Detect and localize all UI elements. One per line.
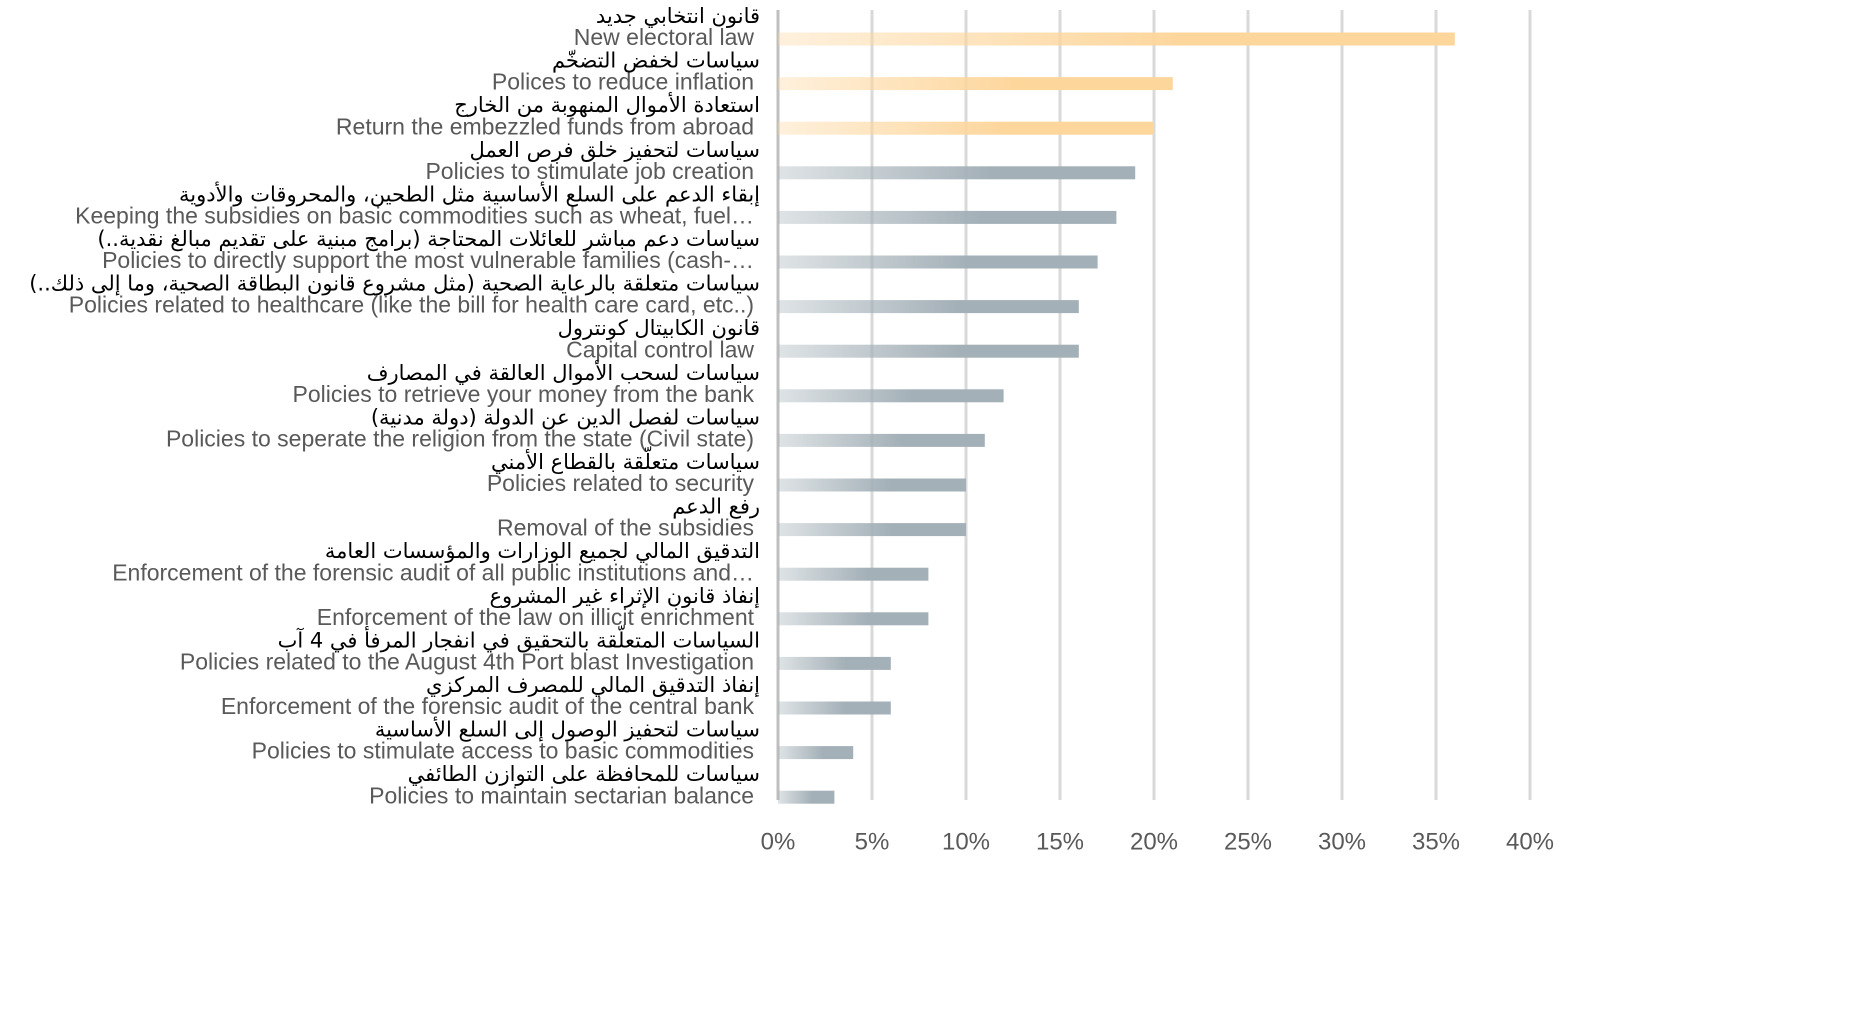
x-tick-label: 35% bbox=[1412, 828, 1460, 855]
category-label: Policies to stimulate access to basic co… bbox=[252, 738, 754, 764]
arabic-label: استعادة الأموال المنهوبة من الخارج bbox=[454, 92, 760, 118]
arabic-label: التدقيق المالي لجميع الوزارات والمؤسسات … bbox=[325, 539, 760, 563]
arabic-label: سياسات لسحب الأموال العالقة في المصارف bbox=[367, 360, 760, 385]
x-tick-label: 10% bbox=[942, 828, 990, 855]
category-label: Capital control law bbox=[566, 336, 754, 362]
arabic-label: سياسات لتحفيز خلق فرص العمل bbox=[469, 138, 760, 162]
category-label: Policies related to security bbox=[487, 470, 755, 496]
bar bbox=[778, 790, 835, 804]
category-label: Policies to seperate the religion from t… bbox=[166, 425, 754, 451]
bar bbox=[778, 210, 1117, 224]
bar bbox=[778, 121, 1154, 135]
arabic-label: سياسات لخفض التضخّم bbox=[552, 49, 760, 74]
category-label: Enforcement of the law on illicit enrich… bbox=[317, 604, 755, 630]
x-tick-label: 30% bbox=[1318, 828, 1366, 855]
bar bbox=[778, 77, 1173, 91]
category-label: Policies related to healthcare (like the… bbox=[69, 292, 754, 318]
x-tick-label: 25% bbox=[1224, 828, 1272, 855]
bar bbox=[778, 746, 854, 760]
arabic-label: سياسات متعلقة بالرعاية الصحية (مثل مشروع… bbox=[29, 272, 760, 297]
arabic-label: إنفاذ قانون الإثراء غير المشروع bbox=[489, 584, 760, 609]
bar bbox=[778, 300, 1079, 314]
bar bbox=[778, 344, 1079, 358]
arabic-label: قانون انتخابي جديد bbox=[596, 4, 760, 28]
arabic-label: سياسات لتحفيز الوصول إلى السلع الأساسية bbox=[375, 717, 760, 743]
bar bbox=[778, 166, 1136, 180]
bar bbox=[778, 433, 985, 447]
arabic-label: إنفاذ التدقيق المالي للمصرف المركزي bbox=[426, 673, 760, 698]
category-label: Policies related to the August 4th Port … bbox=[180, 648, 754, 674]
bar bbox=[778, 32, 1455, 46]
x-tick-label: 0% bbox=[761, 828, 796, 855]
category-label: Keeping the subsidies on basic commoditi… bbox=[75, 202, 754, 228]
x-tick-label: 20% bbox=[1130, 828, 1178, 855]
arabic-label: السياسات المتعلّقة بالتحقيق في انفجار ال… bbox=[278, 624, 760, 653]
category-label: Policies to stimulate job creation bbox=[425, 158, 754, 184]
arabic-label: رفع الدعم bbox=[672, 495, 760, 520]
category-label: Policies to retrieve your money from the… bbox=[293, 381, 755, 407]
category-label: Enforcement of the forensic audit of all… bbox=[112, 559, 754, 585]
category-label: New electoral law bbox=[574, 24, 755, 50]
arabic-label: قانون الكابيتال كونترول bbox=[558, 316, 760, 340]
bar bbox=[778, 478, 966, 492]
x-tick-label: 40% bbox=[1506, 828, 1554, 855]
bar bbox=[778, 523, 966, 537]
bar bbox=[778, 612, 929, 626]
arabic-label: سياسات لفصل الدين عن الدولة (دولة مدنية) bbox=[371, 405, 760, 429]
bar bbox=[778, 567, 929, 581]
arabic-label: سياسات متعلّقة بالقطاع الأمني bbox=[491, 445, 760, 474]
category-label: Policies to directly support the most vu… bbox=[102, 247, 754, 273]
bar bbox=[778, 255, 1098, 269]
category-label: Polices to reduce inflation bbox=[492, 69, 754, 95]
bar bbox=[778, 389, 1004, 403]
bar bbox=[778, 656, 891, 670]
category-label: Removal of the subsidies bbox=[497, 515, 754, 541]
bar bbox=[778, 701, 891, 715]
x-tick-label: 15% bbox=[1036, 828, 1084, 855]
category-label: Policies to maintain sectarian balance bbox=[369, 782, 754, 808]
arabic-label: سياسات دعم مباشر للعائلات المحتاجة (برام… bbox=[97, 227, 760, 252]
category-label: Enforcement of the forensic audit of the… bbox=[221, 693, 755, 719]
category-label: Return the embezzled funds from abroad bbox=[336, 113, 754, 139]
arabic-label: سياسات للمحافظة على التوازن الطائفي bbox=[408, 762, 760, 786]
arabic-label: إبقاء الدعم على السلع الأساسية مثل الطحي… bbox=[179, 181, 760, 207]
x-tick-label: 5% bbox=[855, 828, 890, 855]
